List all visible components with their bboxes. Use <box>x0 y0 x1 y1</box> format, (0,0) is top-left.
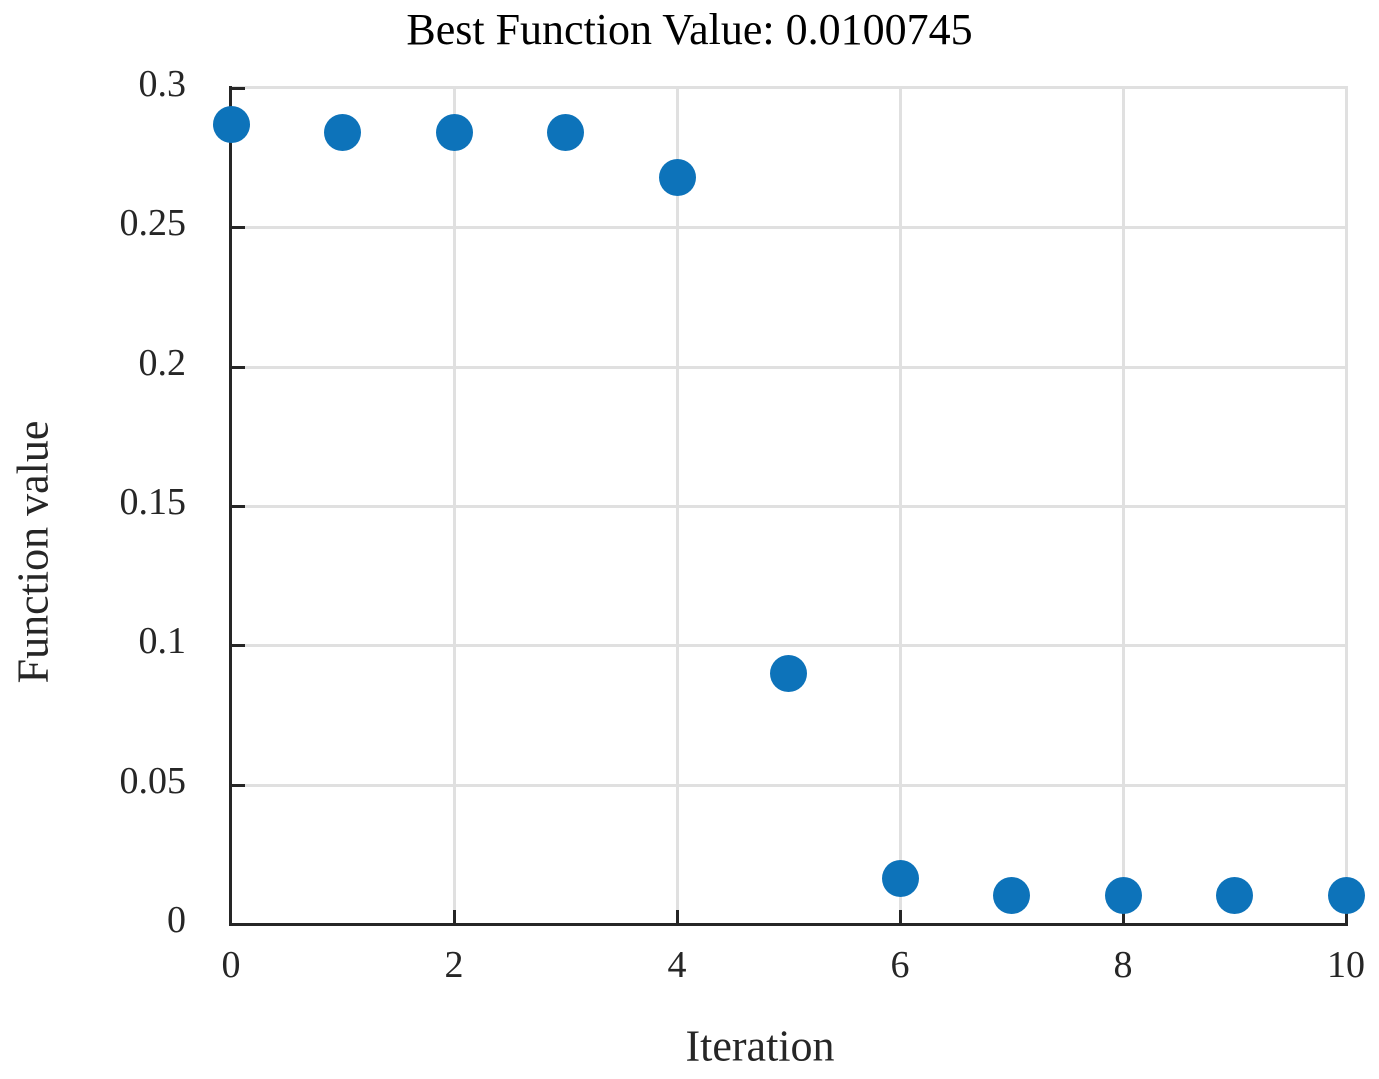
y-tick-mark <box>232 783 245 787</box>
x-tick-mark <box>676 910 679 923</box>
y-tick-mark <box>232 226 245 230</box>
y-tick-label: 0 <box>167 899 186 941</box>
scatter-point <box>547 114 584 152</box>
x-tick-mark <box>1122 910 1125 923</box>
y-tick-label: 0.25 <box>119 202 187 245</box>
plot-frame-right <box>1345 86 1348 926</box>
y-tick-label: 0.3 <box>138 63 187 105</box>
x-tick-mark <box>453 910 456 923</box>
gridline-horizontal <box>231 505 1346 508</box>
y-tick-label: 0.15 <box>119 481 187 523</box>
plot-frame-top <box>229 86 1348 89</box>
plot-area: 0 2 4 6 8 10 0 0.05 0.1 0.15 0.2 0.25 0.3 <box>120 63 1366 986</box>
y-tick-mark <box>232 505 245 508</box>
x-axis-line <box>229 923 1348 926</box>
chart-title: Best Function Value: 0.0100745 <box>406 5 973 54</box>
gridline-horizontal <box>231 365 1346 369</box>
x-tick-label: 8 <box>1113 944 1133 986</box>
scatter-point <box>658 158 696 196</box>
x-tick-label: 6 <box>890 944 910 986</box>
x-axis-label: Iteration <box>685 1021 835 1071</box>
y-tick-mark <box>232 365 245 369</box>
scatter-point <box>993 877 1030 915</box>
y-axis-line <box>229 86 232 926</box>
scatter-point <box>435 114 473 152</box>
scatter-point <box>1327 877 1365 915</box>
scatter-point <box>324 114 361 152</box>
scatter-point <box>212 105 250 143</box>
y-tick-label: 0.1 <box>138 620 187 663</box>
gridline-horizontal <box>231 783 1346 787</box>
x-tick-label: 2 <box>444 944 464 986</box>
y-tick-mark <box>232 644 245 648</box>
x-tick-label: 4 <box>667 944 687 986</box>
y-tick-label: 0.05 <box>119 759 187 802</box>
x-tick-label: 10 <box>1327 944 1365 986</box>
scatter-point <box>881 859 919 897</box>
y-tick-label: 0.2 <box>138 341 187 384</box>
gridline-horizontal <box>231 226 1346 230</box>
gridline-horizontal <box>231 644 1346 648</box>
x-tick-mark <box>899 910 902 923</box>
x-tick-mark <box>1345 910 1348 923</box>
x-tick-label: 0 <box>221 944 241 986</box>
y-tick-mark <box>232 87 245 90</box>
scatter-point <box>770 654 807 692</box>
scatter-point <box>1104 877 1142 915</box>
scatter-point <box>1216 877 1253 915</box>
